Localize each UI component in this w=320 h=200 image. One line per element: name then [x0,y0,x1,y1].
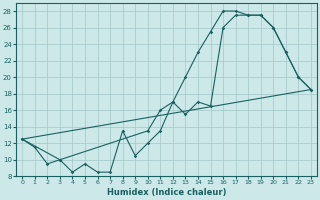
X-axis label: Humidex (Indice chaleur): Humidex (Indice chaleur) [107,188,226,197]
